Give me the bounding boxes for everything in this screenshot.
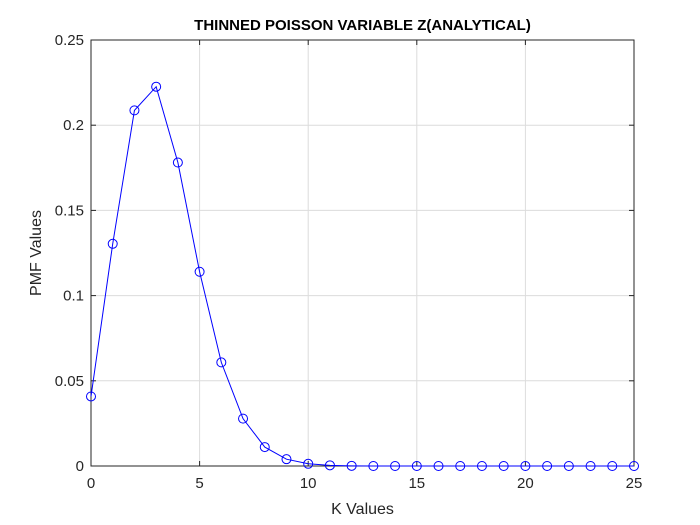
data-point [411, 461, 422, 471]
x-tick-label: 5 [195, 475, 203, 492]
data-point [607, 461, 618, 471]
x-axis-label: K Values [331, 501, 394, 518]
data-point [629, 461, 639, 471]
y-tick-label: 0.25 [55, 32, 84, 49]
data-point [259, 442, 270, 453]
data-point [281, 454, 292, 465]
data-point [86, 391, 96, 402]
data-point [390, 461, 401, 471]
x-tick-label: 20 [517, 475, 534, 492]
data-point [476, 461, 487, 471]
y-axis-label: PMF Values [28, 210, 45, 296]
series-line [90, 85, 634, 467]
x-tick-label: 15 [408, 475, 425, 492]
y-tick-label: 0.05 [55, 373, 84, 390]
data-point [433, 461, 444, 471]
data-point [194, 266, 205, 277]
x-tick-label: 10 [300, 475, 317, 492]
data-point [498, 461, 509, 471]
data-point [172, 157, 183, 168]
data-point [238, 413, 249, 424]
x-tick-label: 25 [626, 475, 643, 492]
y-tick-label: 0.2 [63, 117, 84, 134]
y-tick-label: 0 [76, 458, 84, 475]
data-point [542, 461, 553, 471]
data-point [303, 458, 314, 469]
data-series [86, 81, 639, 471]
axis-ticks: 0 5 10 15 20 25 0 0.05 0.1 0.15 0.2 0.25 [55, 32, 643, 492]
y-tick-label: 0.1 [63, 288, 84, 305]
data-point [324, 460, 335, 471]
data-point [129, 105, 140, 116]
chart-title: THINNED POISSON VARIABLE Z(ANALYTICAL) [194, 17, 531, 34]
x-tick-label: 0 [87, 475, 95, 492]
data-point [520, 461, 531, 471]
data-point [368, 461, 379, 471]
data-point [585, 461, 596, 471]
data-point [107, 238, 118, 249]
plot-area [90, 39, 635, 467]
data-point [563, 461, 574, 471]
data-point [455, 461, 466, 471]
data-point [151, 81, 162, 92]
grid [90, 39, 635, 467]
data-point [346, 460, 357, 471]
data-point [216, 357, 227, 368]
y-tick-label: 0.15 [55, 202, 84, 219]
